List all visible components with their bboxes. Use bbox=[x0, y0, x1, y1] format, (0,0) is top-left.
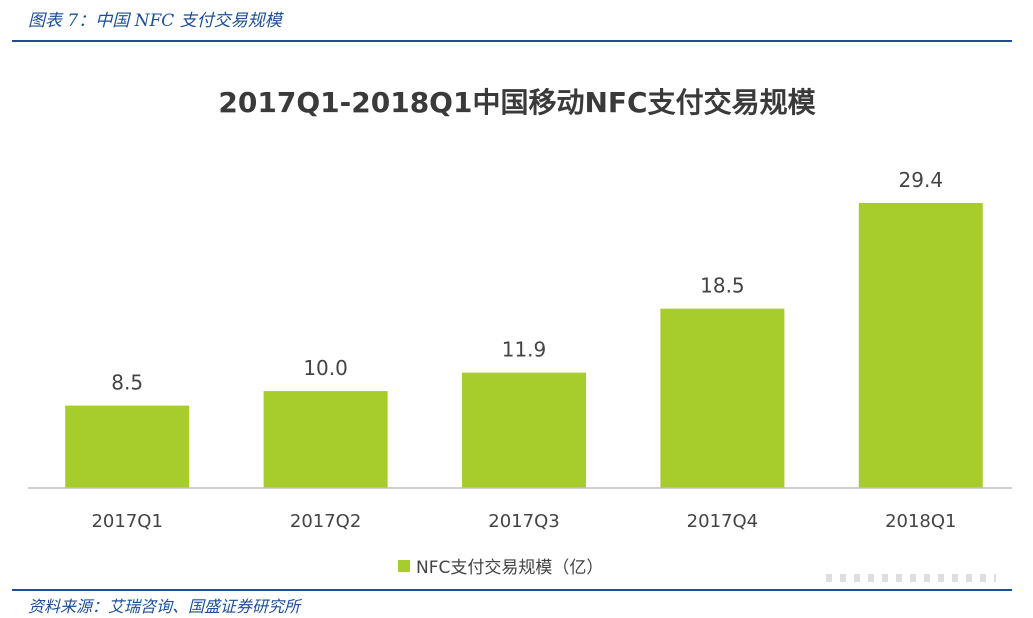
bar-2017Q4 bbox=[660, 308, 785, 488]
x-tick-label: 2017Q3 bbox=[488, 511, 559, 532]
x-tick-label: 2017Q2 bbox=[290, 511, 361, 532]
chart-title: 2017Q1-2018Q1中国移动NFC支付交易规模 bbox=[218, 86, 816, 119]
bar-2017Q3 bbox=[462, 372, 586, 488]
value-label: 8.5 bbox=[111, 371, 143, 395]
x-tick-label: 2017Q4 bbox=[687, 511, 758, 532]
value-label: 29.4 bbox=[899, 168, 944, 192]
caption-rule bbox=[12, 40, 1012, 42]
x-tick-label: 2018Q1 bbox=[885, 511, 956, 532]
figure-caption: 图表 7：中国 NFC 支付交易规模 bbox=[28, 11, 282, 31]
source-rule bbox=[12, 589, 1012, 591]
bar-2018Q1 bbox=[858, 203, 983, 488]
watermark bbox=[826, 574, 996, 582]
legend-swatch bbox=[398, 560, 410, 572]
bars-group: 8.5 2017Q1 10.0 2017Q2 11.9 2017Q3 18.5 2017Q4 2… bbox=[65, 168, 983, 532]
value-label: 18.5 bbox=[700, 274, 745, 298]
legend: NFC支付交易规模（亿） bbox=[398, 558, 603, 578]
value-label: 11.9 bbox=[502, 338, 547, 362]
bar-2017Q1 bbox=[65, 405, 190, 488]
x-tick-label: 2017Q1 bbox=[91, 511, 162, 532]
legend-label: NFC支付交易规模（亿） bbox=[416, 558, 603, 578]
bar-chart: 2017Q1-2018Q1中国移动NFC支付交易规模 8.5 2017Q1 10.0… bbox=[28, 86, 1012, 578]
bar-2017Q2 bbox=[263, 391, 388, 488]
source-note: 资料来源：艾瑞咨询、国盛证券研究所 bbox=[28, 597, 301, 616]
value-label: 10.0 bbox=[303, 356, 348, 380]
